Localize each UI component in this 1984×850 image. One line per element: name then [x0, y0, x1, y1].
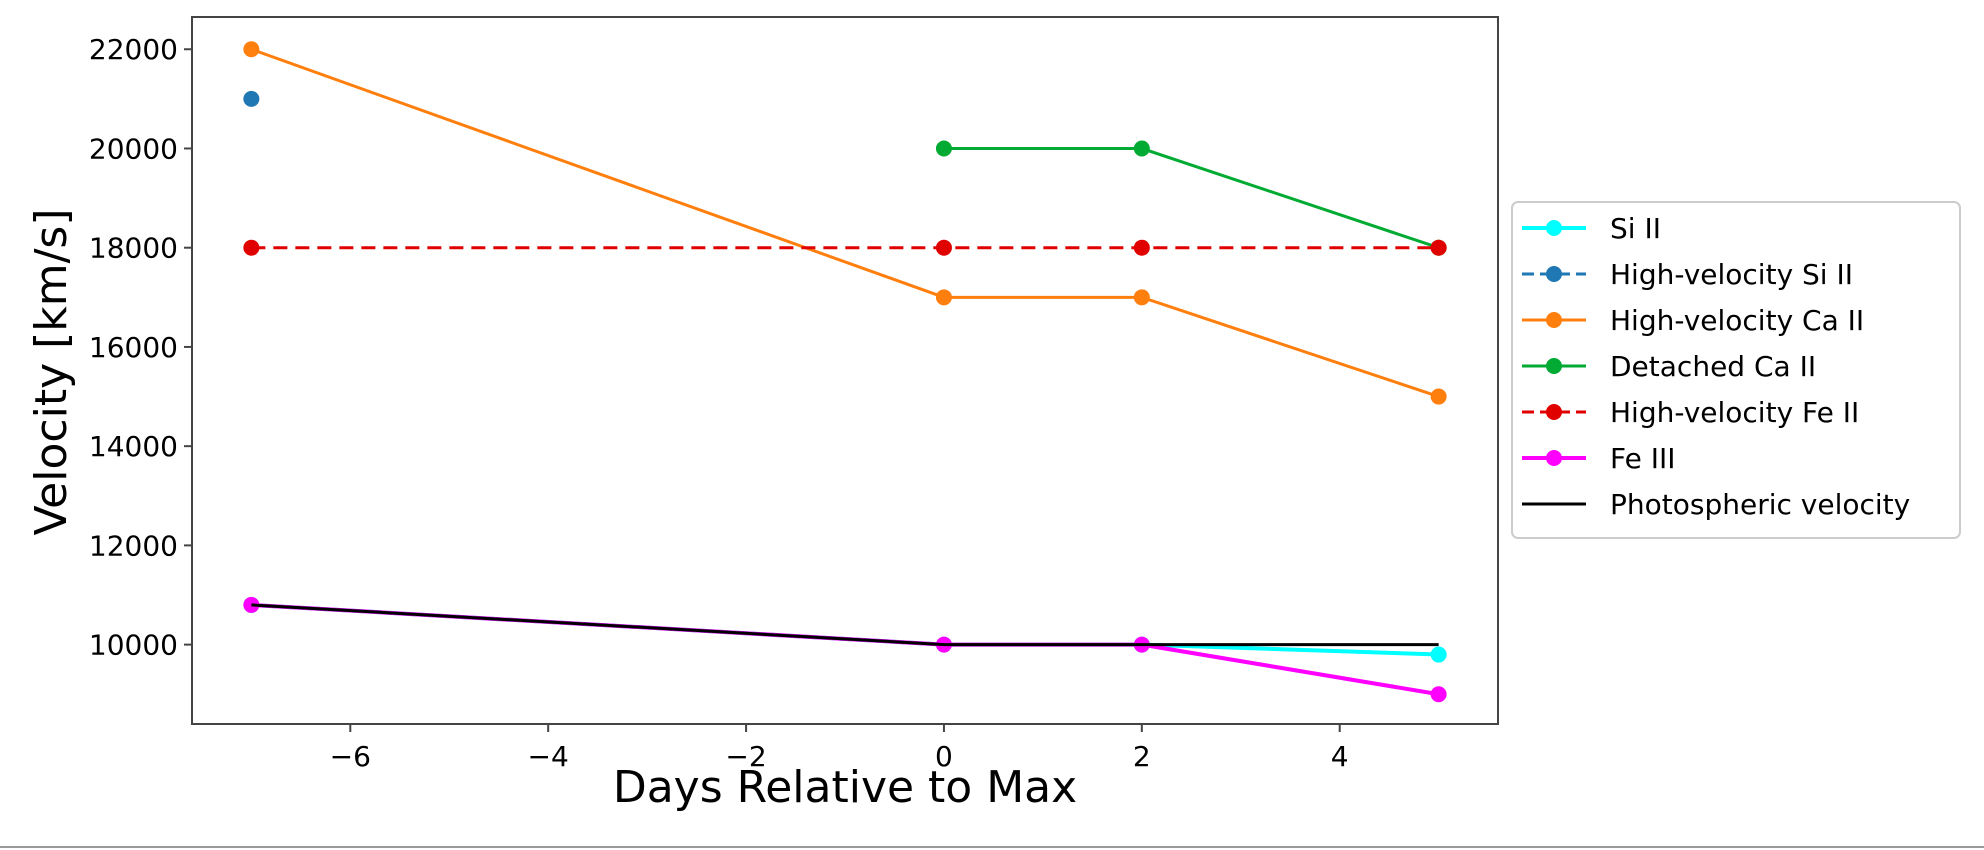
series-high-velocity-fe-ii	[243, 239, 1447, 256]
data-point	[1133, 289, 1150, 306]
x-tick-label: −4	[528, 740, 569, 773]
x-tick-label: −6	[330, 740, 371, 773]
x-tick-label: −2	[725, 740, 766, 773]
legend-label: Photospheric velocity	[1610, 488, 1910, 521]
y-axis: 10000 12000 14000 16000 18000 20000 22000	[89, 33, 192, 662]
data-point	[1430, 388, 1447, 405]
legend-swatch-marker	[1546, 220, 1562, 236]
legend-label: High-velocity Si II	[1610, 258, 1853, 291]
legend-swatch-marker	[1546, 358, 1562, 374]
x-tick-label: 0	[935, 740, 953, 773]
data-point	[935, 289, 952, 306]
series-layer	[243, 41, 1447, 703]
legend-label: High-velocity Ca II	[1610, 304, 1864, 337]
y-tick-label: 10000	[89, 629, 178, 662]
legend: Si II High-velocity Si II High-velocity Ca…	[1511, 201, 1961, 539]
legend-label: Fe III	[1610, 442, 1675, 475]
data-point	[1430, 686, 1447, 703]
legend-swatch-marker	[1546, 266, 1562, 282]
legend-swatch-marker	[1546, 312, 1562, 328]
data-point	[935, 140, 952, 157]
series-high-velocity-si-ii	[243, 90, 260, 107]
data-point	[243, 90, 260, 107]
data-point	[935, 239, 952, 256]
data-point	[1430, 646, 1447, 663]
data-point	[1133, 140, 1150, 157]
x-axis-title: Days Relative to Max	[613, 762, 1077, 813]
y-tick-label: 20000	[89, 132, 178, 165]
series-high-velocity-ca-ii	[243, 41, 1447, 405]
x-tick-label: 2	[1133, 740, 1151, 773]
y-tick-label: 18000	[89, 232, 178, 265]
x-tick-label: 4	[1331, 740, 1349, 773]
y-tick-label: 16000	[89, 331, 178, 364]
series-photospheric-velocity	[251, 603, 1439, 647]
plot-area	[191, 16, 1499, 725]
y-tick-label: 12000	[89, 529, 178, 562]
legend-label: High-velocity Fe II	[1610, 396, 1859, 429]
data-point	[1133, 239, 1150, 256]
x-axis: −6 −4 −2 0 2 4	[330, 724, 1349, 773]
legend-frame	[1511, 201, 1961, 539]
legend-swatch-marker	[1546, 404, 1562, 420]
series-line	[250, 47, 1440, 398]
data-point	[1430, 239, 1447, 256]
series-line	[251, 603, 1439, 647]
data-point	[243, 41, 260, 58]
y-tick-label: 22000	[89, 33, 178, 66]
legend-label: Detached Ca II	[1610, 350, 1816, 383]
y-axis-title: Velocity [km/s]	[26, 208, 77, 535]
legend-label: Si II	[1610, 212, 1661, 245]
y-tick-label: 14000	[89, 430, 178, 463]
legend-swatch-marker	[1546, 450, 1562, 466]
data-point	[243, 239, 260, 256]
